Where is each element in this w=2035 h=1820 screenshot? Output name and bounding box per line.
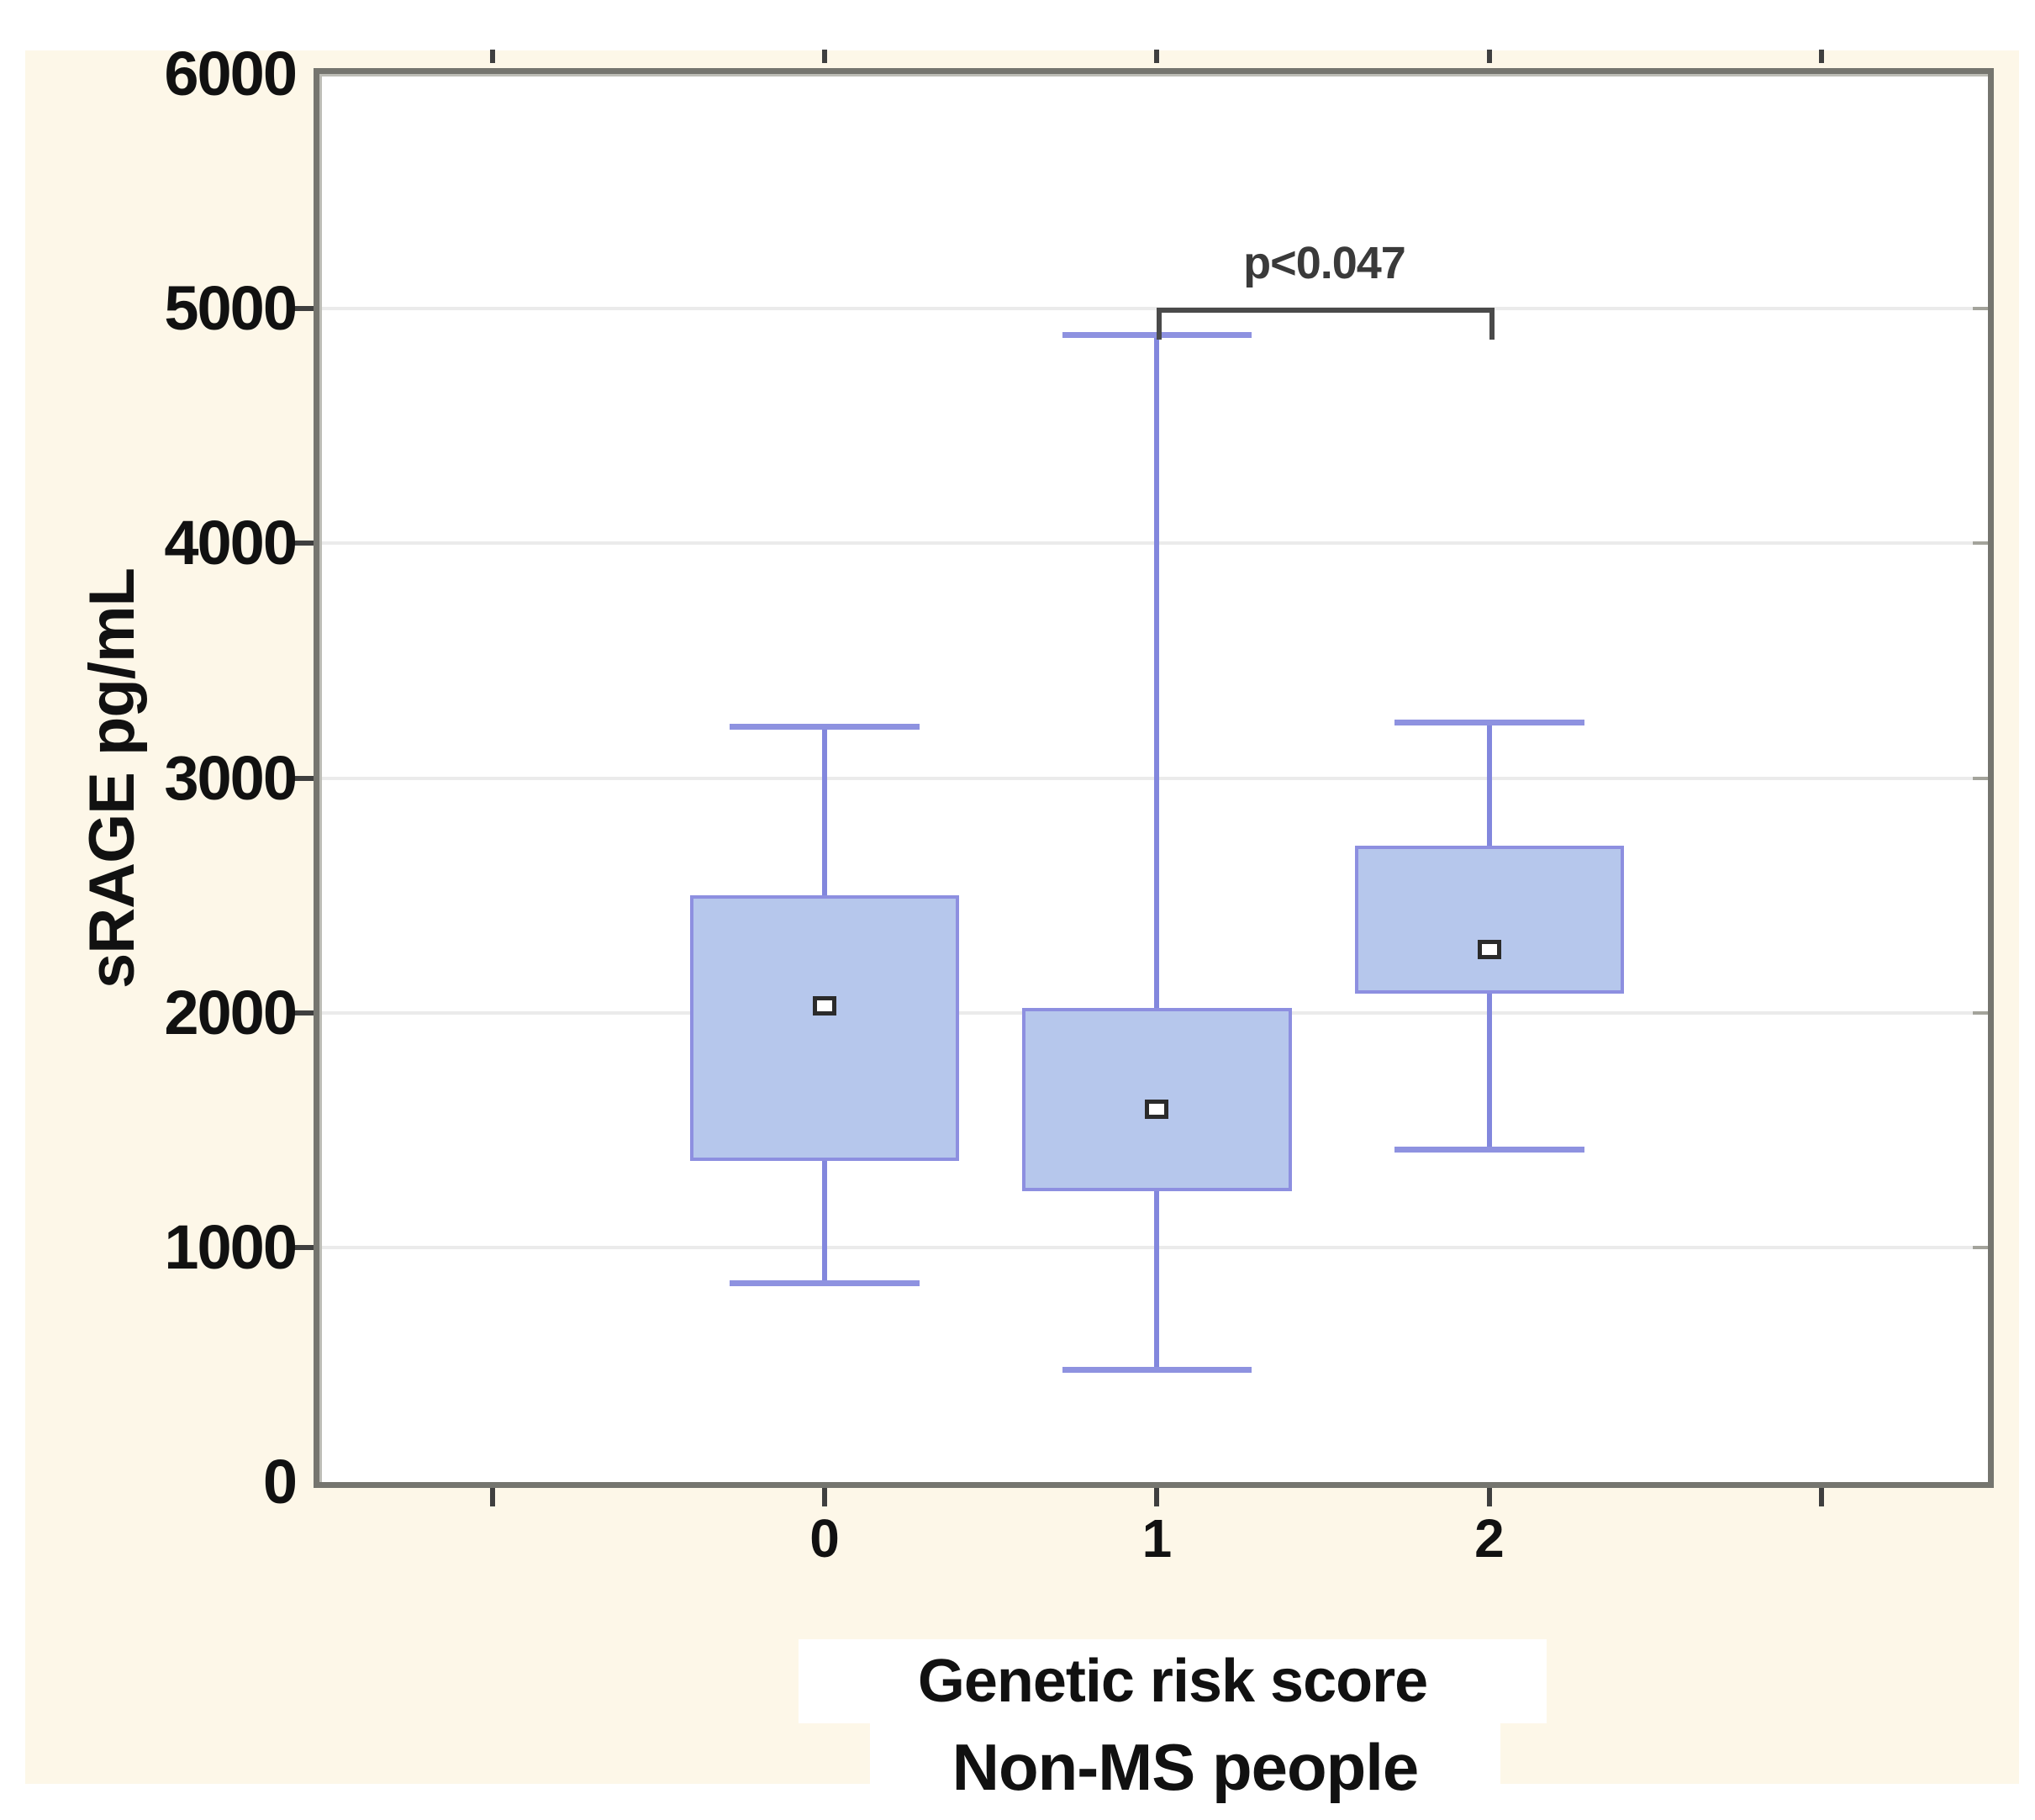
gridline-4000 xyxy=(319,541,1988,546)
y-axis-tick-right xyxy=(1973,776,1988,780)
whisker-cap-high-cat1 xyxy=(1062,331,1252,338)
y-tick-label-3000: 3000 xyxy=(164,742,298,813)
x-axis-tick-bottom xyxy=(1819,1488,1825,1506)
whisker-lower-cat1 xyxy=(1154,1190,1160,1369)
significance-bracket-bar xyxy=(1157,308,1495,313)
x-axis-title-strip: Genetic risk score xyxy=(799,1639,1547,1723)
x-axis-tick-top xyxy=(1819,50,1825,63)
chart-subtitle-strip: Non-MS people xyxy=(870,1723,1500,1812)
plot-area xyxy=(293,50,1994,1506)
y-tick-label-2000: 2000 xyxy=(164,977,298,1047)
x-axis-tick-top xyxy=(822,50,828,63)
y-tick-label-4000: 4000 xyxy=(164,508,298,578)
significance-bracket-right-end xyxy=(1489,308,1495,340)
x-tick-label-2: 2 xyxy=(1474,1508,1505,1569)
x-axis-tick-bottom xyxy=(1154,1488,1160,1506)
y-tick-label-0: 0 xyxy=(262,1447,298,1517)
iqr-box-cat1 xyxy=(1022,1008,1292,1191)
gridline-1000 xyxy=(319,1245,1988,1249)
iqr-box-cat0 xyxy=(689,895,960,1161)
y-axis-tick-right xyxy=(1973,1245,1988,1249)
whisker-cap-high-cat0 xyxy=(730,724,920,731)
x-tick-label-1: 1 xyxy=(1141,1508,1173,1569)
mean-marker-cat0 xyxy=(813,996,837,1016)
x-tick-label-0: 0 xyxy=(809,1508,840,1569)
whisker-upper-cat0 xyxy=(822,726,828,896)
whisker-lower-cat0 xyxy=(822,1160,828,1283)
y-tick-label-5000: 5000 xyxy=(164,273,298,344)
chart-subtitle: Non-MS people xyxy=(952,1730,1420,1804)
y-tick-label-6000: 6000 xyxy=(164,39,298,108)
x-axis-tick-bottom xyxy=(822,1488,828,1506)
x-axis-title: Genetic risk score xyxy=(917,1648,1428,1715)
whisker-cap-low-cat1 xyxy=(1062,1367,1252,1373)
y-axis-tick-left xyxy=(293,306,314,312)
x-axis-tick-bottom xyxy=(489,1488,495,1506)
gridline-3000 xyxy=(319,776,1988,780)
significance-bracket-left-end xyxy=(1157,308,1162,340)
whisker-upper-cat2 xyxy=(1486,721,1492,847)
y-tick-label-1000: 1000 xyxy=(164,1211,298,1282)
whisker-upper-cat1 xyxy=(1154,334,1160,1009)
y-axis-tick-left xyxy=(293,775,314,781)
x-axis-tick-top xyxy=(489,50,495,63)
significance-label: p<0.047 xyxy=(1243,238,1406,288)
mean-marker-cat1 xyxy=(1145,1100,1169,1120)
x-axis-tick-bottom xyxy=(1486,1488,1492,1506)
x-axis-tick-top xyxy=(1154,50,1160,63)
y-axis-tick-right xyxy=(1973,1010,1988,1015)
whisker-cap-low-cat2 xyxy=(1394,1146,1584,1153)
whisker-cap-high-cat2 xyxy=(1394,719,1584,725)
iqr-box-cat2 xyxy=(1354,846,1624,994)
gridline-5000 xyxy=(319,307,1988,311)
y-axis-tick-right xyxy=(1973,541,1988,546)
y-axis-tick-left xyxy=(293,541,314,546)
whisker-cap-low-cat0 xyxy=(730,1279,920,1286)
mean-marker-cat2 xyxy=(1477,940,1501,960)
y-axis-tick-left xyxy=(293,1244,314,1250)
x-axis-tick-top xyxy=(1486,50,1492,63)
whisker-lower-cat2 xyxy=(1486,994,1492,1149)
y-axis-tick-left xyxy=(293,1010,314,1016)
y-axis-tick-right xyxy=(1973,307,1988,311)
